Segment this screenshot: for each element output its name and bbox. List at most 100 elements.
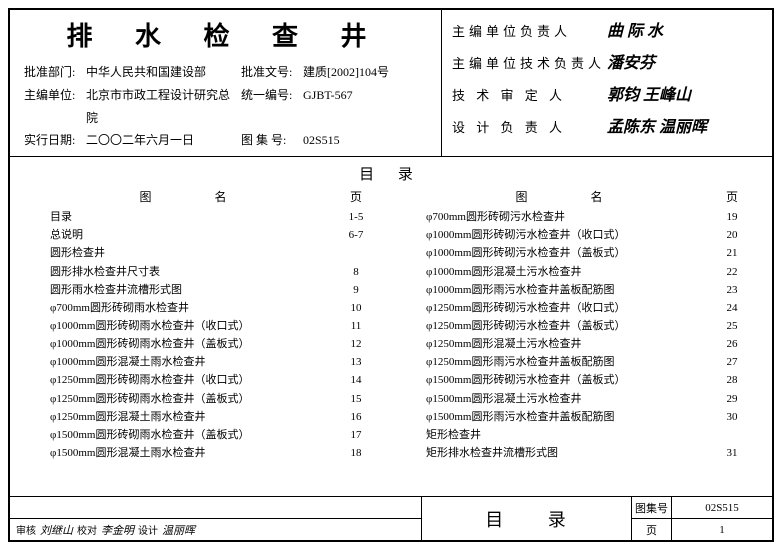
toc-item-name: 矩形排水检查井流槽形式图 [426, 444, 712, 462]
toc-row: φ1000mm圆形混凝土污水检查井22 [406, 263, 752, 281]
toc-item-page: 24 [712, 299, 752, 317]
toc-item-page: 12 [336, 335, 376, 353]
info-label: 批准文号: [241, 61, 303, 84]
toc-item-page: 6-7 [336, 226, 376, 244]
header-info-row: 批准部门:中华人民共和国建设部批准文号:建质[2002]104号 [24, 61, 427, 84]
toc-item-name: φ1250mm圆形砖砌雨水检查井（盖板式） [50, 390, 336, 408]
toc-row: φ1000mm圆形砖砌污水检查井（收口式）20 [406, 226, 752, 244]
toc-item-name: φ1250mm圆形混凝土污水检查井 [426, 335, 712, 353]
toc-item-page: 18 [336, 444, 376, 462]
header: 排 水 检 查 井 批准部门:中华人民共和国建设部批准文号:建质[2002]10… [10, 10, 772, 157]
toc-item-name: φ1250mm圆形砖砌污水检查井（盖板式） [426, 317, 712, 335]
toc-row: φ1500mm圆形砖砌雨水检查井（盖板式）17 [30, 426, 376, 444]
toc-item-name: φ1000mm圆形砖砌污水检查井（盖板式） [426, 244, 712, 262]
toc-item-name: φ1250mm圆形砖砌污水检查井（收口式） [426, 299, 712, 317]
toc-row: 矩形检查井 [406, 426, 752, 444]
info-label: 批准部门: [24, 61, 86, 84]
toc-item-page: 17 [336, 426, 376, 444]
toc-row: 圆形雨水检查井流槽形式图9 [30, 281, 376, 299]
toc-item-name: φ1000mm圆形砖砌雨水检查井（收口式） [50, 317, 336, 335]
toc-row: φ1000mm圆形砖砌雨水检查井（盖板式）12 [30, 335, 376, 353]
toc-item-page: 28 [712, 371, 752, 389]
col-header-name: 图 名 [406, 188, 712, 205]
toc-item-name: φ1000mm圆形砖砌污水检查井（收口式） [426, 226, 712, 244]
signature-row: 技 术 审 定 人郭钧 王峰山 [452, 80, 762, 112]
info-label: 统一编号: [241, 84, 303, 130]
toc-item-name: φ1000mm圆形砖砌雨水检查井（盖板式） [50, 335, 336, 353]
toc-item-page: 23 [712, 281, 752, 299]
title-block-codes: 图集号 02S515 页 1 [632, 497, 772, 540]
signature-name: 曲 际 水 [607, 16, 762, 48]
proof-signature: 李金明 [101, 522, 134, 538]
signature-role: 主编单位技术负责人 [452, 51, 607, 77]
toc-item-name: φ1250mm圆形雨污水检查井盖板配筋图 [426, 353, 712, 371]
toc-item-page: 31 [712, 444, 752, 462]
toc-item-page: 15 [336, 390, 376, 408]
info-value: 中华人民共和国建设部 [86, 61, 241, 84]
toc-item-page: 19 [712, 208, 752, 226]
toc-row: φ1500mm圆形混凝土污水检查井29 [406, 390, 752, 408]
toc-item-name: φ700mm圆形砖砌污水检查井 [426, 208, 712, 226]
toc-row: φ700mm圆形砖砌污水检查井19 [406, 208, 752, 226]
toc-item-name: φ1500mm圆形混凝土雨水检查井 [50, 444, 336, 462]
toc-item-page: 10 [336, 299, 376, 317]
toc-row: 总说明6-7 [30, 226, 376, 244]
toc-row: φ1250mm圆形雨污水检查井盖板配筋图27 [406, 353, 752, 371]
toc-col-right: 图 名 页 φ700mm圆形砖砌污水检查井19φ1000mm圆形砖砌污水检查井（… [406, 188, 752, 462]
header-right: 主编单位负责人曲 际 水主编单位技术负责人潘安芬技 术 审 定 人郭钧 王峰山设… [442, 10, 772, 156]
toc-item-name: φ1500mm圆形砖砌雨水检查井（盖板式） [50, 426, 336, 444]
toc-row: φ1000mm圆形砖砌污水检查井（盖板式）21 [406, 244, 752, 262]
page-value: 1 [672, 524, 772, 536]
toc-item-name: φ1000mm圆形雨污水检查井盖板配筋图 [426, 281, 712, 299]
col-header-page: 页 [336, 188, 376, 205]
toc-row: φ1000mm圆形雨污水检查井盖板配筋图23 [406, 281, 752, 299]
toc-col-left: 图 名 页 目录1-5总说明6-7圆形检查井圆形排水检查井尺寸表8圆形雨水检查井… [30, 188, 376, 462]
toc-item-name: 圆形检查井 [50, 244, 336, 262]
info-value: 02S515 [303, 129, 427, 152]
toc-item-name: φ1500mm圆形雨污水检查井盖板配筋图 [426, 408, 712, 426]
toc-item-page: 14 [336, 371, 376, 389]
toc-row: φ1250mm圆形砖砌污水检查井（收口式）24 [406, 299, 752, 317]
toc-item-name: 总说明 [50, 226, 336, 244]
toc-item-name: φ700mm圆形砖砌雨水检查井 [50, 299, 336, 317]
toc-item-page: 25 [712, 317, 752, 335]
toc-row: 矩形排水检查井流槽形式图31 [406, 444, 752, 462]
toc-row: φ1500mm圆形混凝土雨水检查井18 [30, 444, 376, 462]
toc-item-page [336, 244, 376, 262]
toc-body: 目 录 图 名 页 目录1-5总说明6-7圆形检查井圆形排水检查井尺寸表8圆形雨… [10, 157, 772, 496]
signature-name: 孟陈东 温丽晖 [607, 112, 762, 144]
toc-item-page: 20 [712, 226, 752, 244]
toc-item-name: φ1000mm圆形混凝土污水检查井 [426, 263, 712, 281]
toc-item-name: 圆形排水检查井尺寸表 [50, 263, 336, 281]
signature-row: 主编单位负责人曲 际 水 [452, 16, 762, 48]
toc-row: φ1250mm圆形砖砌污水检查井（盖板式）25 [406, 317, 752, 335]
toc-row: φ1250mm圆形砖砌雨水检查井（收口式）14 [30, 371, 376, 389]
toc-heading: 目 录 [30, 163, 752, 184]
toc-item-page: 21 [712, 244, 752, 262]
toc-item-page: 11 [336, 317, 376, 335]
toc-item-page: 13 [336, 353, 376, 371]
col-header-name: 图 名 [30, 188, 336, 205]
signature-role: 设 计 负 责 人 [452, 115, 607, 141]
toc-row: 目录1-5 [30, 208, 376, 226]
col-header-page: 页 [712, 188, 752, 205]
toc-item-name: φ1500mm圆形砖砌污水检查井（盖板式） [426, 371, 712, 389]
toc-item-name: 圆形雨水检查井流槽形式图 [50, 281, 336, 299]
info-value: 二〇〇二年六月一日 [86, 129, 241, 152]
toc-item-page: 27 [712, 353, 752, 371]
check-signature: 刘继山 [40, 522, 73, 538]
info-label: 实行日期: [24, 129, 86, 152]
info-label: 主编单位: [24, 84, 86, 130]
toc-item-page: 22 [712, 263, 752, 281]
design-label: 设计 [138, 522, 158, 537]
signature-role: 技 术 审 定 人 [452, 83, 607, 109]
toc-row: φ1000mm圆形混凝土雨水检查井13 [30, 353, 376, 371]
toc-row: φ1500mm圆形雨污水检查井盖板配筋图30 [406, 408, 752, 426]
design-signature: 温丽晖 [162, 522, 195, 538]
signature-row: 主编单位技术负责人潘安芬 [452, 48, 762, 80]
drawing-title: 排 水 检 查 井 [24, 16, 427, 53]
toc-item-name: φ1250mm圆形混凝土雨水检查井 [50, 408, 336, 426]
toc-item-page: 26 [712, 335, 752, 353]
toc-item-page: 1-5 [336, 208, 376, 226]
toc-item-name: φ1000mm圆形混凝土雨水检查井 [50, 353, 336, 371]
